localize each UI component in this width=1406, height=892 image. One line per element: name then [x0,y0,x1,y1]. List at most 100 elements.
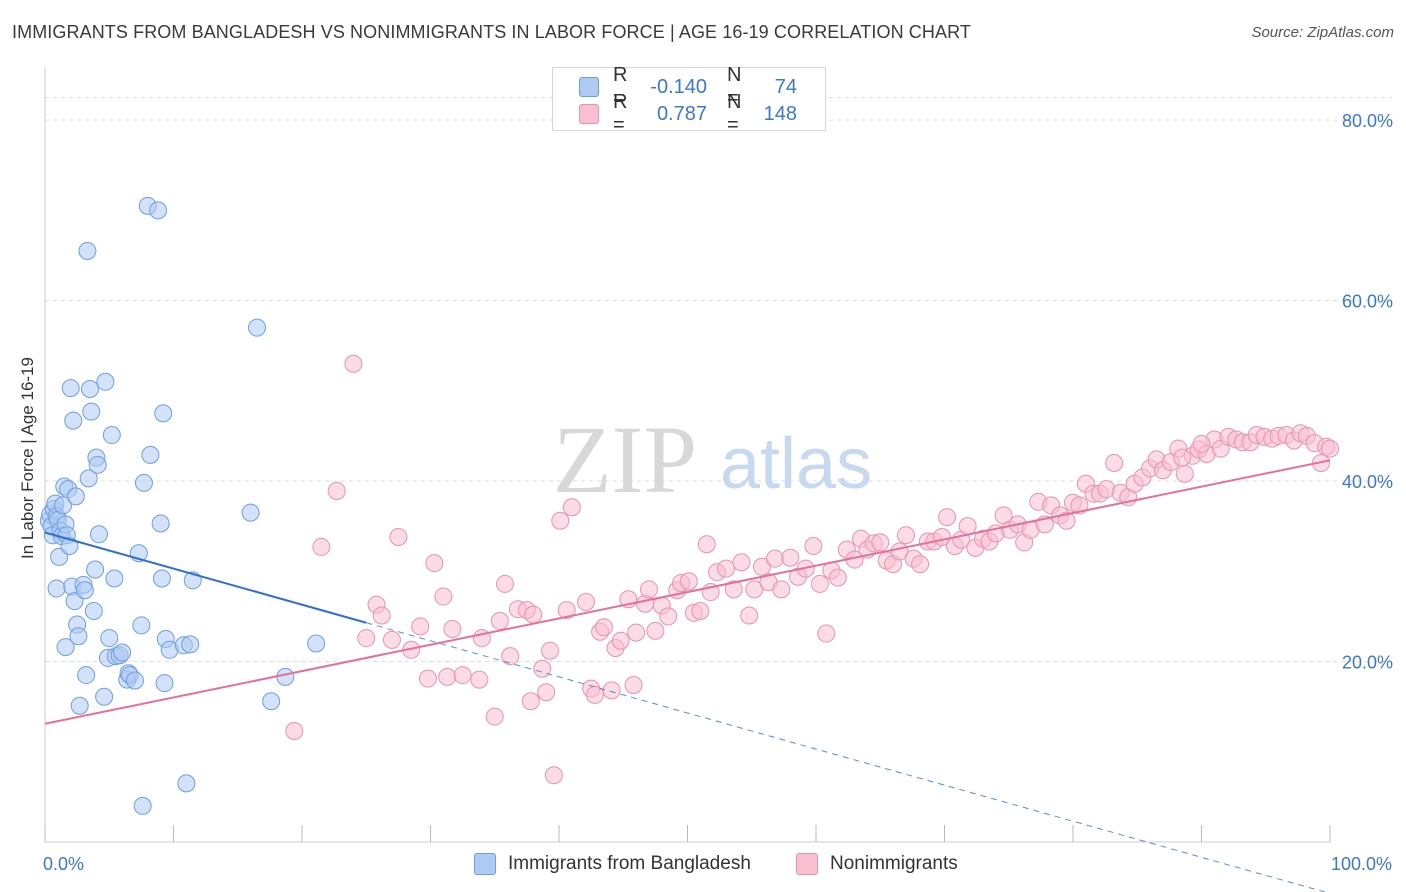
data-point [585,685,604,704]
data-point [611,631,630,650]
data-point [70,696,89,715]
data-point [1057,511,1076,530]
data-point [871,533,890,552]
data-point [594,618,613,637]
data-point [133,796,152,815]
data-point [804,537,823,556]
legend-r-value: -0.140 [650,75,707,98]
data-point [896,526,915,545]
data-point [155,674,174,693]
data-point [828,568,847,587]
legend-n-label: N = [727,91,742,136]
data-point [149,201,168,220]
data-point [372,606,391,625]
data-point [312,537,331,556]
legend-r-value: 0.787 [656,102,707,125]
data-point [411,617,430,636]
legend-row-bangladesh: R = -0.140 N = 74 [579,64,797,109]
data-point [181,635,200,654]
data-point [95,687,114,706]
data-point [443,620,462,639]
data-point [425,554,444,573]
data-point [524,605,543,624]
y-tick-label: 80.0% [1342,111,1393,131]
data-point [88,455,107,474]
legend-n-value: 74 [774,75,797,98]
data-point [66,487,85,506]
data-point [576,592,595,611]
data-point [100,629,119,648]
data-point [453,666,472,685]
data-point [77,666,96,685]
watermark-atlas: atlas [720,424,872,504]
correlation-legend: R = -0.140 N = 74 R = 0.787 N = 148 [552,64,826,136]
trendline-nonimmigrants [44,459,1331,725]
data-point [810,574,829,593]
watermark-zip: ZIP [553,406,697,513]
data-point [79,469,98,488]
data-point [141,445,160,464]
data-point [602,681,621,700]
data-point [56,638,75,657]
data-point [544,766,563,785]
data-point [724,580,743,599]
data-point [717,559,736,578]
axis-labels: 20.0% 40.0% 60.0% 80.0% 0.0% 100.0% [43,111,1393,874]
legend-n-value: 148 [763,102,797,125]
y-tick-label: 40.0% [1342,472,1393,492]
x-tick-label: 100.0% [1331,854,1392,874]
data-point [285,722,304,741]
data-point [102,426,121,445]
x-tick-label: 0.0% [43,854,84,874]
y-tick-label: 60.0% [1342,292,1393,312]
data-point [639,580,658,599]
legend-series-name: Immigrants from Bangladesh [508,853,751,874]
data-point [1192,435,1211,454]
data-point [84,601,103,620]
legend-series-name: Nonimmigrants [830,853,958,874]
legend-row-nonimmigrants: R = 0.787 N = 148 [579,91,797,136]
data-point [357,629,376,648]
legend-swatch-pink [796,853,818,875]
data-point [61,379,80,398]
data-point [562,498,581,517]
trendline-bangladesh-extension [366,622,1327,892]
data-point [533,659,552,678]
data-point [740,606,759,625]
data-point [732,553,751,572]
data-point [96,372,115,391]
data-point [551,511,570,530]
legend-swatch-blue [474,853,496,875]
data-point [938,508,957,527]
series-nonimmigrants-points [285,354,1339,785]
data-point [177,774,196,793]
bottom-legend-bangladesh: Immigrants from Bangladesh [474,852,751,876]
source-label: Source: ZipAtlas.com [1251,24,1394,41]
data-point [745,580,764,599]
data-point [691,601,710,620]
data-point [496,574,515,593]
data-point [470,670,489,689]
data-point [151,514,170,533]
data-point [47,579,66,598]
legend-r-label: R = [613,91,628,136]
data-point [490,611,509,630]
data-point [113,643,132,662]
y-tick-label: 20.0% [1342,653,1393,673]
data-point [134,473,153,492]
series-bangladesh-points [39,196,326,815]
data-point [485,707,504,726]
data-point [697,535,716,554]
data-point [753,557,772,576]
trendline-bangladesh [44,531,367,624]
data-point [344,354,363,373]
data-point [262,692,281,711]
data-point [327,481,346,500]
data-point [154,404,173,423]
data-point [307,634,326,653]
y-axis-label: In Labor Force | Age 16-19 [18,357,37,559]
data-point [60,537,79,556]
data-point [434,587,453,606]
bottom-legend-nonimmigrants: Nonimmigrants [796,852,958,876]
